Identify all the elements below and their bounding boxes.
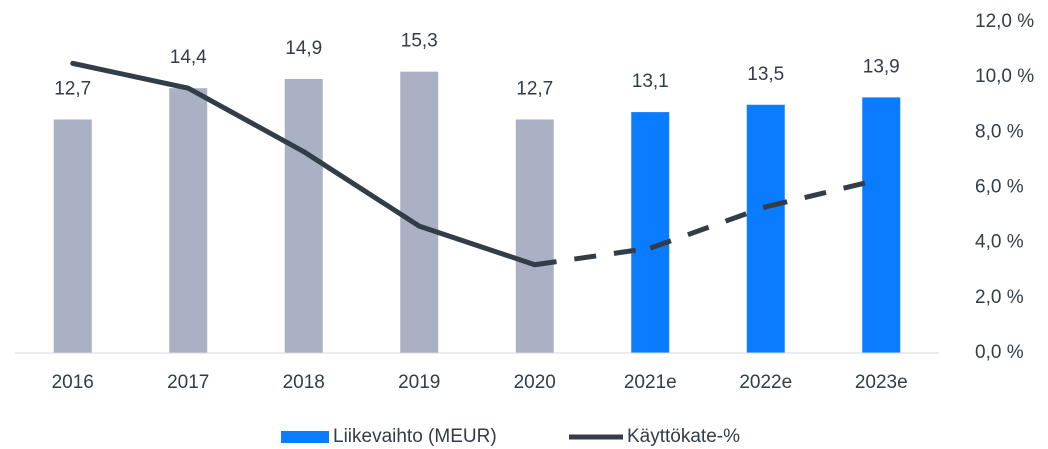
bar [862, 97, 901, 354]
bar [53, 119, 92, 353]
x-tick-label: 2017 [167, 372, 209, 393]
line-segment [765, 176, 882, 210]
y2-tick-label: 10,0 % [975, 66, 1034, 87]
legend-label: Liikevaihto (MEUR) [333, 426, 497, 447]
line-segment [534, 245, 651, 268]
legend-swatch [281, 431, 329, 443]
x-tick-label: 2016 [52, 372, 94, 393]
x-tick-label: 2019 [398, 372, 440, 393]
bar [284, 79, 323, 353]
data-label: 12,7 [54, 78, 91, 99]
bar [400, 71, 439, 354]
bar [746, 104, 785, 353]
y2-tick-label: 6,0 % [975, 177, 1024, 198]
y2-tick-label: 4,0 % [975, 232, 1024, 253]
x-tick-label: 2023e [855, 372, 908, 393]
x-tick-label: 2018 [283, 372, 325, 393]
line-segment [649, 204, 767, 251]
x-tick-label: 2021e [624, 372, 677, 393]
line-segment [416, 223, 538, 268]
data-label: 12,7 [516, 78, 553, 99]
y2-tick-label: 2,0 % [975, 287, 1024, 308]
bar [515, 119, 554, 353]
data-label: 13,5 [747, 64, 784, 85]
bar [169, 88, 208, 353]
x-tick-label: 2022e [739, 372, 792, 393]
bar [631, 112, 670, 353]
data-label: 14,4 [170, 47, 207, 68]
data-label: 15,3 [401, 31, 438, 52]
data-label: 14,9 [285, 38, 322, 59]
line-segment [301, 149, 422, 229]
legend-label: Käyttökate-% [627, 426, 740, 447]
line-segment [70, 60, 191, 91]
y2-tick-label: 12,0 % [975, 11, 1034, 32]
line-segment [185, 85, 307, 155]
x-tick-label: 2020 [514, 372, 556, 393]
y2-tick-label: 0,0 % [975, 342, 1024, 363]
data-label: 13,9 [863, 56, 900, 77]
y2-tick-label: 8,0 % [975, 121, 1024, 142]
data-label: 13,1 [632, 71, 669, 92]
